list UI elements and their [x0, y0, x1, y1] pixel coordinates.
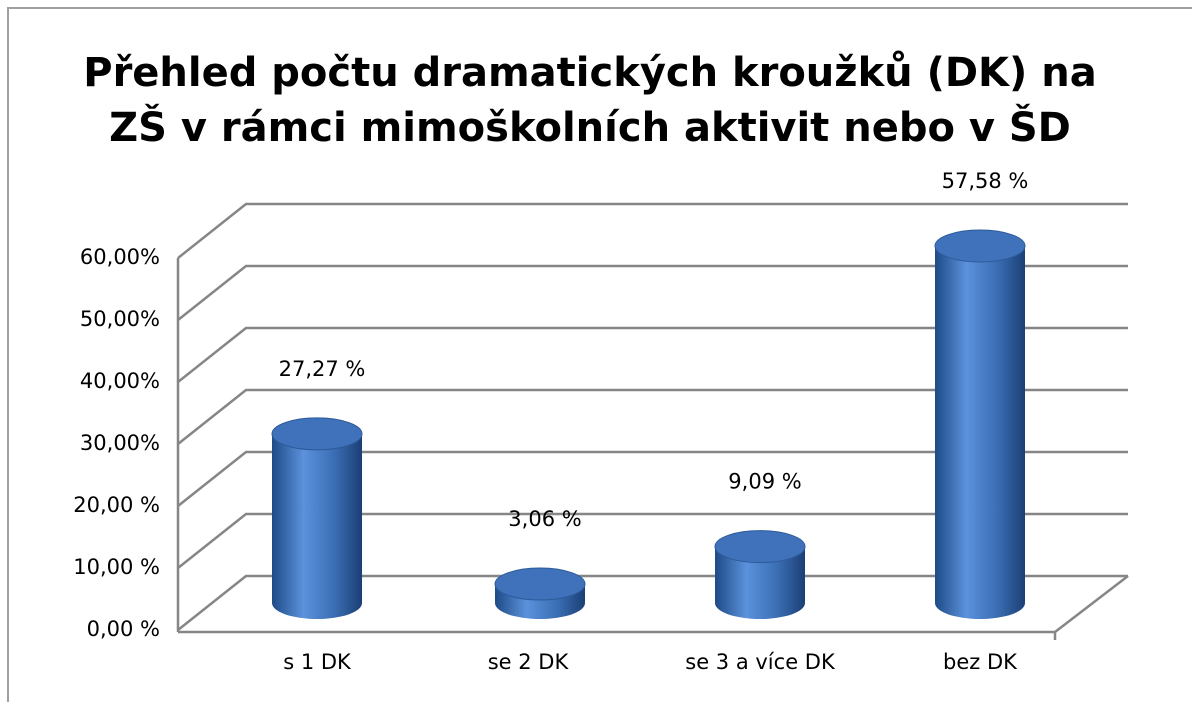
data-label: 3,06 % [508, 507, 581, 531]
x-tick-label: se 3 a více DK [685, 650, 836, 674]
data-label: 27,27 % [279, 357, 366, 381]
y-tick-label: 40,00% [80, 369, 160, 393]
cylinder [271, 417, 363, 619]
cylinder [714, 530, 806, 619]
x-tick-label: bez DK [943, 650, 1018, 674]
data-label: 57,58 % [942, 169, 1029, 193]
y-tick-label: 50,00% [80, 307, 160, 331]
y-tick-label: 30,00% [80, 431, 160, 455]
y-tick-label: 20,00 % [73, 493, 160, 517]
floor [176, 258, 1129, 640]
x-tick-label: s 1 DK [283, 650, 352, 674]
cylinder [494, 567, 586, 619]
grid-line [177, 326, 1128, 383]
grid [177, 202, 1128, 631]
chart-title: ZŠ v rámci mimoškolních aktivit nebo v Š… [109, 103, 1071, 151]
chart-title: Přehled počtu dramatických kroužků (DK) … [83, 49, 1096, 96]
data-label: 9,09 % [728, 470, 801, 494]
x-tick-label: se 2 DK [488, 650, 570, 674]
grid-line [177, 264, 1128, 321]
cylinder-top [714, 530, 806, 564]
y-tick-label: 0,00 % [87, 617, 160, 641]
cylinder-top [494, 567, 586, 601]
grid-line [177, 388, 1128, 445]
cylinder-base [935, 587, 1025, 619]
cylinder-body [272, 433, 362, 603]
chart-border [7, 7, 1192, 702]
y-tick-label: 60,00% [80, 245, 160, 269]
grid-line [177, 450, 1128, 507]
cylinder-top [934, 229, 1026, 263]
grid-line [177, 512, 1128, 569]
cylinder-top [271, 417, 363, 451]
cylinder [934, 229, 1026, 619]
grid-line [177, 574, 1128, 631]
cylinder-base [715, 587, 805, 619]
cylinder-body [935, 246, 1025, 603]
grid-line [177, 202, 1128, 259]
y-tick-label: 10,00 % [73, 555, 160, 579]
cylinder-base [272, 587, 362, 619]
